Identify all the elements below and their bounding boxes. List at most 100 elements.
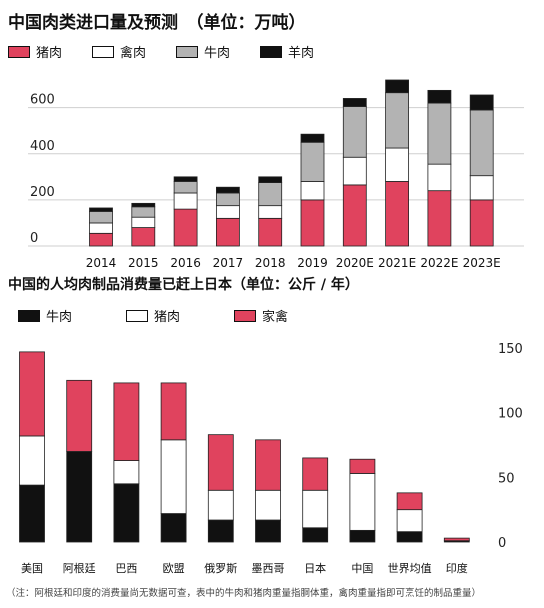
x-tick-label: 2014	[86, 256, 117, 270]
chart2-legend: 牛肉 猪肉 家禽	[18, 306, 288, 325]
y-tick-label: 400	[30, 139, 55, 154]
x-tick-label: 印度	[446, 561, 468, 575]
legend-label-pork2: 猪肉	[154, 310, 181, 325]
x-tick-label: 2020E	[336, 256, 374, 270]
bar-segment	[160, 439, 187, 514]
bar-segment	[113, 382, 140, 461]
bar-segment	[19, 435, 45, 486]
x-tick-label: 美国	[21, 562, 43, 575]
bar-segment	[427, 102, 452, 165]
bar-segment	[131, 227, 156, 247]
bar-segment	[427, 163, 452, 192]
bar-segment	[258, 182, 283, 207]
legend-swatch-mutton	[260, 45, 283, 58]
bar-segment	[300, 199, 325, 247]
bar-segment	[19, 484, 45, 543]
bar-segment	[255, 519, 281, 543]
bar-segment	[349, 458, 376, 474]
bar-segment	[89, 222, 113, 234]
bar-segment	[258, 205, 283, 219]
legend-swatch-pork2	[126, 309, 149, 322]
bar-segment	[427, 89, 452, 104]
bar-segment	[396, 509, 423, 533]
legend-label-mutton: 羊肉	[288, 46, 315, 61]
y-tick-label: 600	[30, 93, 55, 108]
x-tick-label: 中国	[351, 562, 373, 575]
bar-segment	[302, 489, 329, 529]
bar-segment	[89, 232, 113, 247]
bar-segment	[349, 529, 376, 543]
bar-segment	[349, 473, 376, 531]
legend-swatch-pork	[8, 45, 30, 58]
bar-segment	[385, 147, 410, 182]
bar-segment	[342, 156, 367, 186]
bar-segment	[255, 439, 281, 491]
legend-swatch-poultry2	[234, 309, 257, 322]
bar-segment	[342, 98, 367, 107]
bar-segment	[385, 79, 410, 94]
bar-segment	[160, 513, 187, 543]
y-tick-label: 50	[498, 471, 515, 486]
x-tick-label: 2022E	[420, 256, 458, 270]
legend-swatch-beef	[176, 45, 199, 58]
bar-segment	[215, 186, 240, 194]
bar-segment	[131, 202, 156, 208]
x-tick-label: 2023E	[463, 256, 501, 270]
chart2-plot: 0 50 100 150 美国 阿根廷 巴西 欧盟 俄罗斯 墨西哥 日本 中国 世界均值 印度	[19, 342, 523, 575]
chart1-legend: 猪肉 禽肉 牛肉 羊肉	[8, 42, 314, 61]
legend-label-poultry: 禽肉	[120, 46, 147, 61]
bar-segment	[173, 181, 198, 194]
bar-segment	[469, 199, 494, 247]
bar-segment	[385, 181, 410, 247]
y-tick-label: 100	[498, 407, 523, 422]
bar-segment	[173, 208, 198, 247]
x-tick-label: 世界均值	[388, 562, 432, 575]
bar-segment	[207, 489, 234, 521]
bar-segment	[89, 207, 113, 212]
bar-segment	[469, 109, 494, 177]
bar-segment	[396, 492, 423, 511]
bar-segment	[207, 519, 234, 543]
legend-swatch-poultry	[92, 45, 115, 58]
bar-segment	[113, 483, 140, 543]
bar-segment	[469, 94, 494, 111]
bar-segment	[443, 537, 470, 542]
x-tick-label: 2016	[170, 256, 201, 270]
x-tick-label: 2015	[128, 256, 159, 270]
x-tick-label: 欧盟	[163, 562, 185, 575]
bar-segment	[66, 379, 93, 452]
bar-segment	[19, 351, 45, 437]
bar-segment	[173, 192, 198, 210]
bar-segment	[113, 460, 140, 485]
bar-segment	[302, 527, 329, 543]
legend-swatch-beef2	[18, 309, 40, 322]
bar-segment	[173, 176, 198, 182]
x-tick-label: 2021E	[378, 256, 416, 270]
bar-segment	[131, 216, 156, 228]
chart2-title: 中国的人均肉制品消费量已赶上日本（单位：公斤 / 年）	[8, 277, 359, 293]
x-tick-label: 日本	[304, 561, 326, 575]
bar-segment	[255, 489, 281, 521]
legend-label-beef: 牛肉	[204, 46, 231, 61]
bar-segment	[396, 531, 423, 543]
bar-segment	[215, 192, 240, 207]
bar-segment	[215, 205, 240, 219]
chart1-plot: 0 200 400 600 2014 2015 2016 2017 2018 2019 2020E 2…	[28, 79, 524, 270]
bar-segment	[131, 206, 156, 218]
bar-segment	[258, 217, 283, 247]
bar-segment	[160, 382, 187, 441]
bar-segment	[258, 176, 283, 183]
x-tick-label: 墨西哥	[252, 562, 285, 575]
bar-segment	[215, 217, 240, 247]
bar-segment	[300, 133, 325, 143]
y-tick-label: 150	[498, 342, 523, 357]
bar-segment	[300, 141, 325, 182]
chart1-title: 中国肉类进口量及预测 （单位：万吨）	[8, 13, 306, 33]
x-tick-label: 2017	[213, 256, 244, 270]
bar-segment	[427, 190, 452, 247]
footnote: （注：阿根廷和印度的消费量尚无数据可查，表中的牛肉和猪肉重量指胴体重，禽肉重量指…	[6, 588, 482, 599]
x-tick-label: 2018	[255, 256, 286, 270]
legend-label-pork: 猪肉	[36, 46, 63, 61]
y-tick-label: 200	[30, 185, 55, 200]
bar-segment	[89, 211, 113, 224]
